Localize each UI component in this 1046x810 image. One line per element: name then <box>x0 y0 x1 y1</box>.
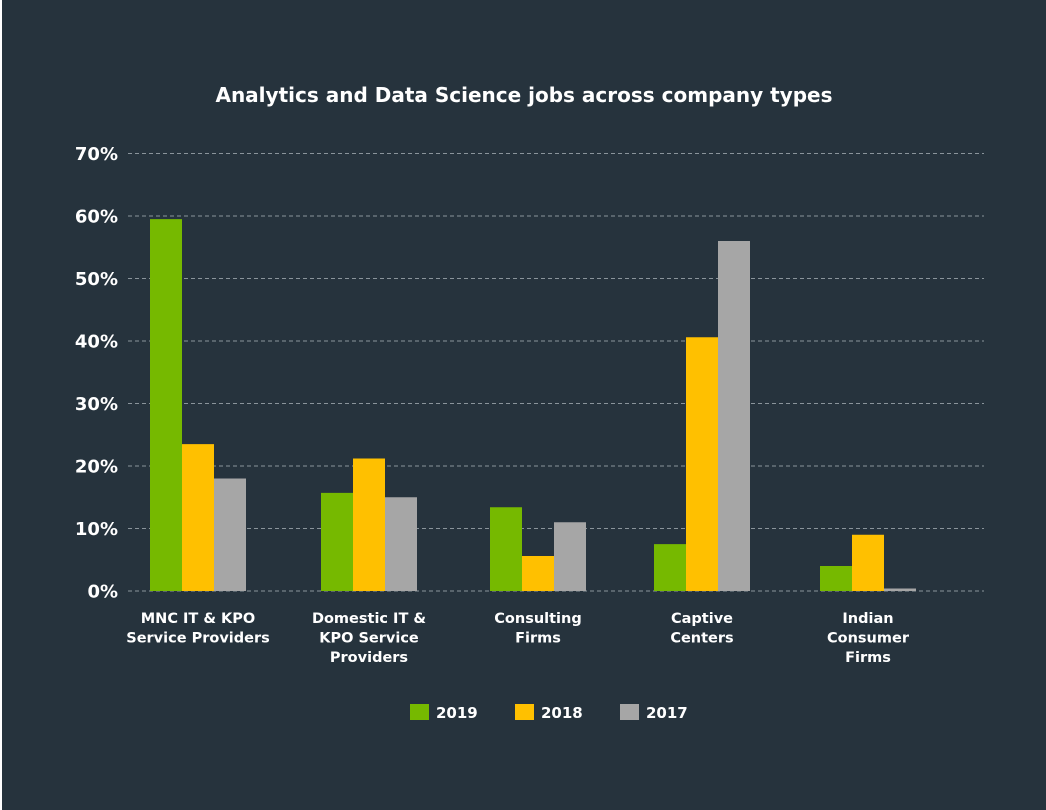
x-category-label: Captive Centers <box>670 611 733 647</box>
y-tick-label: 70% <box>75 144 118 165</box>
y-tick-label: 40% <box>75 332 118 353</box>
x-category-label: Indian Consumer Firms <box>827 611 910 666</box>
x-axis: MNC IT & KPO Service Providers Domestic IT… <box>126 611 910 666</box>
y-tick-label: 60% <box>75 207 118 228</box>
x-category-label-line: Consulting <box>494 611 581 627</box>
x-category-label-line: Service Providers <box>126 631 270 647</box>
legend-swatch-2017 <box>620 704 639 720</box>
legend-label-2018: 2018 <box>541 704 583 722</box>
x-category-label-line: Centers <box>670 631 733 647</box>
bar-2018-3 <box>522 556 554 591</box>
x-category-label: Domestic IT & KPO Service Providers <box>312 611 426 666</box>
bar-2019-4 <box>654 544 686 591</box>
legend: 2019 2018 2017 <box>410 704 688 722</box>
bar-2017-2 <box>385 497 417 591</box>
chart-title: Analytics and Data Science jobs across c… <box>215 83 832 107</box>
legend-swatch-2019 <box>410 704 429 720</box>
bar-2019-1 <box>150 219 182 591</box>
y-tick-label: 20% <box>75 457 118 478</box>
x-category-label-line: Captive <box>671 611 733 627</box>
bar-2019-3 <box>490 507 522 591</box>
legend-label-2017: 2017 <box>646 704 688 722</box>
bar-2018-2 <box>353 458 385 591</box>
y-tick-label: 10% <box>75 519 118 540</box>
legend-swatch-2018 <box>515 704 534 720</box>
bar-2017-5 <box>884 588 916 591</box>
x-category-label: MNC IT & KPO Service Providers <box>126 611 270 647</box>
legend-label-2019: 2019 <box>436 704 478 722</box>
bars <box>150 219 916 591</box>
bar-2017-4 <box>718 241 750 591</box>
x-category-label: Consulting Firms <box>494 611 581 647</box>
x-category-label-line: KPO Service <box>319 631 419 647</box>
x-category-label-line: Indian <box>842 611 893 627</box>
bar-2018-4 <box>686 337 718 591</box>
bar-2018-1 <box>182 444 214 591</box>
x-category-label-line: MNC IT & KPO <box>141 611 255 627</box>
bar-2017-3 <box>554 522 586 591</box>
x-category-label-line: Firms <box>515 631 561 647</box>
x-category-label-line: Firms <box>845 650 891 666</box>
bar-2018-5 <box>852 534 884 591</box>
bar-2019-2 <box>321 492 353 591</box>
y-axis: 0% 10% 20% 30% 40% 50% 60% 70% <box>75 144 118 603</box>
x-category-label-line: Domestic IT & <box>312 611 426 627</box>
x-category-label-line: Providers <box>330 650 408 666</box>
y-tick-label: 30% <box>75 394 118 415</box>
y-tick-label: 0% <box>87 582 118 603</box>
y-tick-label: 50% <box>75 269 118 290</box>
bar-2017-1 <box>214 478 246 591</box>
x-category-label-line: Consumer <box>827 631 910 647</box>
bar-2019-5 <box>820 566 852 591</box>
